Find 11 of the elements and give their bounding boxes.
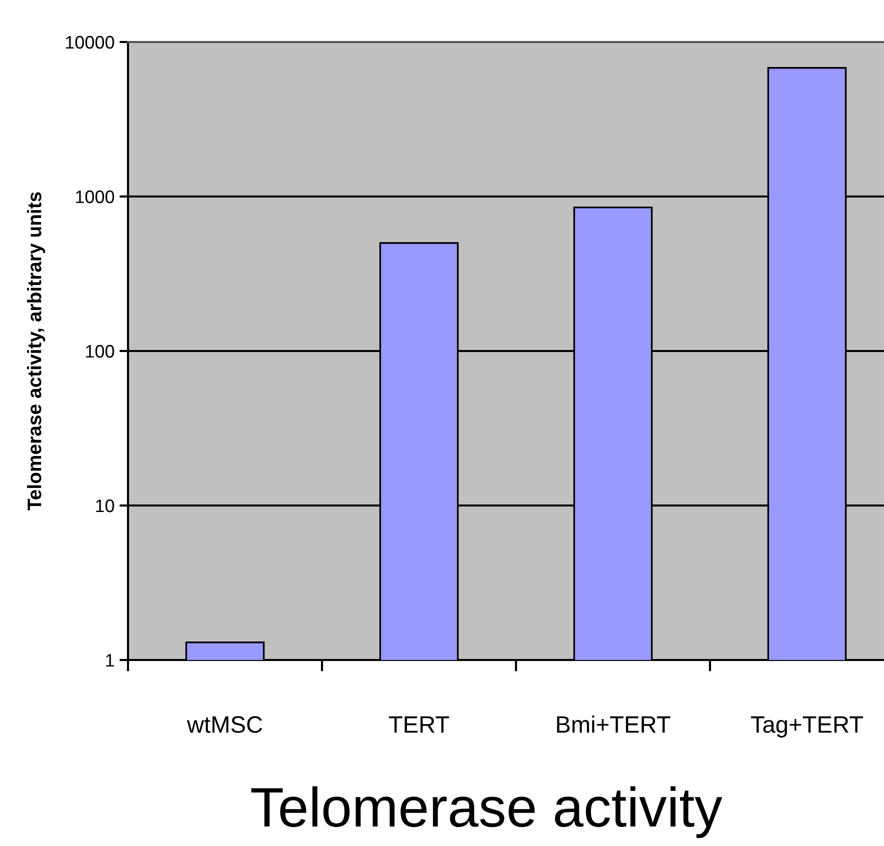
y-tick-label: 100 [86, 344, 114, 358]
x-tick-label: TERT [388, 716, 450, 733]
y-tick-label: 10000 [66, 36, 114, 49]
y-tick-label: 1000 [76, 190, 114, 204]
y-tick-label: 1 [106, 654, 114, 667]
y-tick-label: 10 [96, 499, 114, 512]
text: Telomerase activity [251, 786, 722, 838]
x-tick-label: wtMSC [186, 716, 262, 733]
y-axis-title: Telomerase activity, arbitrary units [27, 192, 46, 510]
x-tick-label: Tag+TERT [750, 716, 863, 738]
x-tick-label: Bmi+TERT [557, 716, 670, 733]
